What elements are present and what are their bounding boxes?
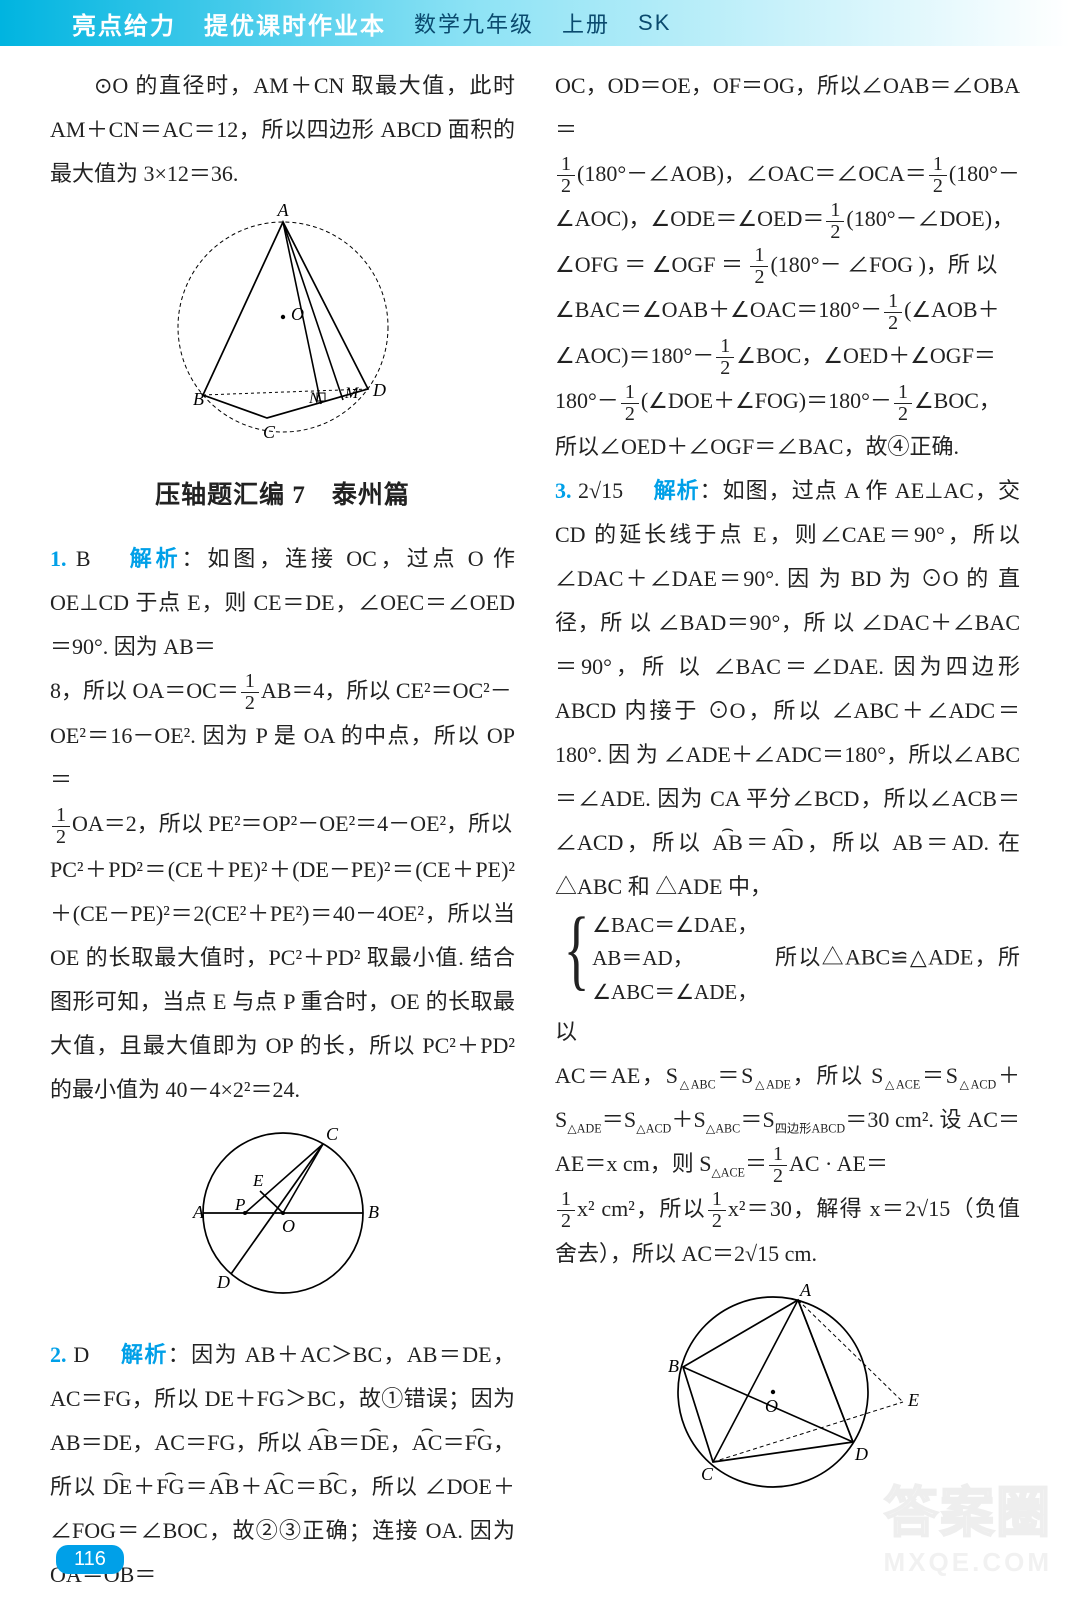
q1-number: 1. — [50, 546, 67, 571]
svg-text:C: C — [701, 1464, 714, 1484]
q1-line-f: PC²＋PD²＝(CE＋PE)²＋(DE－PE)²＝(CE＋PE)²＋(CE－P… — [50, 848, 515, 1112]
q2-answer: D — [73, 1342, 89, 1367]
svg-text:B: B — [368, 1202, 379, 1222]
q1-line-e: 12OA＝2，所以 PE²＝OP²－OE²＝4－OE²，所以 — [50, 802, 515, 847]
q1: 1. B 解析：如图，连接 OC，过点 O 作 OE⊥CD 于点 E，则 CE＝… — [50, 537, 515, 669]
q3-line-d: AC＝AE，S△ABC＝S△ADE，所以 S△ACE＝S△ACD＋S△ADE＝S… — [555, 1054, 1020, 1187]
svg-text:C: C — [326, 1124, 339, 1144]
svg-text:N: N — [308, 390, 321, 407]
svg-text:D: D — [854, 1444, 868, 1464]
header-series: 提优课时作业本 — [204, 6, 386, 41]
page-number: 116 — [56, 1545, 124, 1574]
r-line-6: ∠AOC)＝180°－12∠BOC，∠OED＋∠OGF＝ — [555, 334, 1020, 379]
svg-text:M: M — [344, 385, 360, 402]
watermark-line1: 答案圈 — [884, 1468, 1052, 1547]
svg-text:E: E — [252, 1171, 264, 1190]
q2-number: 2. — [50, 1342, 67, 1367]
svg-text:D: D — [372, 380, 386, 400]
svg-text:O: O — [291, 304, 304, 324]
r-line-2: 12(180°－∠AOB)，∠OAC＝∠OCA＝12(180°－ — [555, 152, 1020, 197]
r-line-7: 180°－12(∠DOE＋∠FOG)＝180°－12∠BOC， — [555, 379, 1020, 424]
section-title: 压轴题汇编 7 泰州篇 — [50, 471, 515, 521]
svg-text:A: A — [192, 1202, 205, 1222]
figure-1: A B C D O M N — [50, 202, 515, 457]
header-edition: SK — [638, 10, 671, 36]
header-volume: 上册 — [562, 7, 610, 39]
header-brand: 亮点给力 — [72, 6, 176, 41]
r-line-1: OC，OD＝OE，OF＝OG，所以∠OAB＝∠OBA＝ — [555, 64, 1020, 152]
q3-number: 3. — [555, 478, 572, 503]
header-bar: 亮点给力 提优课时作业本 数学九年级 上册 SK — [0, 0, 1070, 46]
r-line-3: ∠AOC)，∠ODE＝∠OED＝12(180°－∠DOE)， — [555, 197, 1020, 242]
svg-text:B: B — [668, 1356, 679, 1376]
q3-line-k: 12x² cm²，所以12x²＝30，解得 x＝2√15（负值舍去），所以 AC… — [555, 1187, 1020, 1276]
q1-text-a: ：如图，连接 OC，过点 O 作 OE⊥CD 于点 E，则 CE＝DE，∠OEC… — [50, 546, 515, 659]
q2-text-a: ：因为 AB＋AC＞BC，AB＝DE，AC＝FG，所以 DE＋FG＞BC，故①错… — [50, 1342, 515, 1455]
cases-brace: { ∠BAC＝∠DAE， AB＝AD， ∠ABC＝∠ADE， — [555, 909, 758, 1010]
page-number-wrap: 116 — [56, 1545, 124, 1574]
watermark: 答案圈 MXQE.COM — [884, 1468, 1052, 1578]
svg-text:D: D — [216, 1272, 230, 1292]
r-line-5: ∠BAC＝∠OAB＋∠OAC＝180°－12(∠AOB＋ — [555, 288, 1020, 333]
q3: 3. 2√15 解析：如图，过点 A 作 AE⊥AC，交 CD 的延长线于点 E… — [555, 469, 1020, 909]
svg-text:A: A — [276, 202, 289, 220]
watermark-line2: MXQE.COM — [884, 1547, 1052, 1578]
q1-answer: B — [76, 546, 91, 571]
svg-text:O: O — [765, 1396, 778, 1416]
q3-cases-line: { ∠BAC＝∠DAE， AB＝AD， ∠ABC＝∠ADE， 所以△ABC≌△A… — [555, 909, 1020, 1054]
right-column: OC，OD＝OE，OF＝OG，所以∠OAB＝∠OBA＝ 12(180°－∠AOB… — [555, 64, 1020, 1597]
q3-jiexi-label: 解析 — [654, 478, 700, 503]
left-column: ⊙O 的直径时，AM＋CN 取最大值，此时 AM＋CN＝AC＝12，所以四边形 … — [50, 64, 515, 1597]
svg-text:E: E — [907, 1390, 919, 1410]
r-line-8: 所以∠OED＋∠OGF＝∠BAC，故④正确. — [555, 425, 1020, 469]
svg-text:C: C — [263, 422, 276, 442]
q1-line-b: 8，所以 OA＝OC＝12AB＝4，所以 CE²＝OC²－ — [50, 669, 515, 714]
page-root: 亮点给力 提优课时作业本 数学九年级 上册 SK ⊙O 的直径时，AM＋CN 取… — [0, 0, 1070, 1600]
svg-text:A: A — [799, 1282, 812, 1300]
figure-2: A B O P E C D — [50, 1118, 515, 1323]
q3-answer: 2√15 — [578, 478, 623, 503]
two-column-layout: ⊙O 的直径时，AM＋CN 取最大值，此时 AM＋CN＝AC＝12，所以四边形 … — [50, 64, 1020, 1597]
q2-jiexi-label: 解析 — [121, 1342, 168, 1367]
svg-text:B: B — [193, 389, 204, 409]
svg-text:O: O — [282, 1216, 295, 1236]
header-subject: 数学九年级 — [414, 7, 534, 39]
svg-text:P: P — [234, 1195, 245, 1214]
q1-jiexi-label: 解析 — [130, 546, 182, 571]
q1-line-d: OE²＝16－OE². 因为 P 是 OA 的中点，所以 OP＝ — [50, 714, 515, 802]
continued-solution: ⊙O 的直径时，AM＋CN 取最大值，此时 AM＋CN＝AC＝12，所以四边形 … — [50, 64, 515, 196]
r-line-4: ∠OFG ＝ ∠OGF ＝ 12(180°－ ∠FOG )，所 以 — [555, 243, 1020, 288]
q3-text-a: ：如图，过点 A 作 AE⊥AC，交 CD 的延长线于点 E，则∠CAE＝90°… — [555, 478, 1020, 855]
